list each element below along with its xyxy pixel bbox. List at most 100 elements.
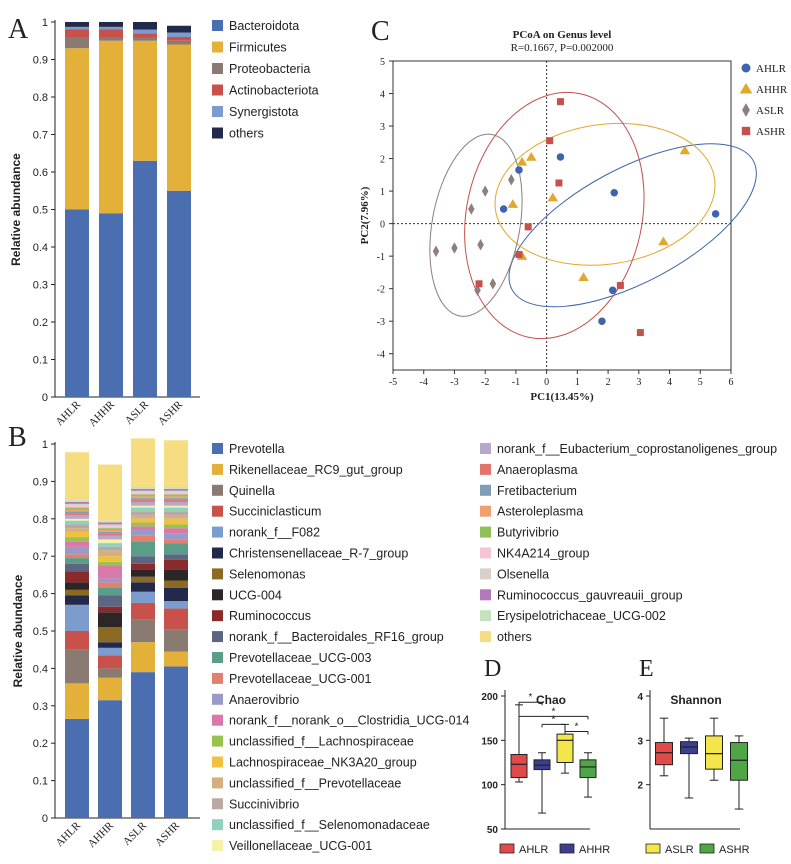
bar-segment-ahhr-succiniclasticum bbox=[98, 655, 122, 669]
legend-swatch-aslr bbox=[645, 843, 661, 854]
bar-segment-aslr-prevotellaceae-ucg-001 bbox=[131, 535, 155, 542]
bar-segment-ahhr-erysipelotrichaceae-ucg-002 bbox=[98, 520, 122, 523]
legend-label-norank-f-eubacterium-coprostanoligenes-group: norank_f__Eubacterium_coprostanoligenes_… bbox=[497, 442, 777, 456]
bar-segment-aslr-unclassified-f-prevotellaceae bbox=[131, 515, 155, 519]
bar-segment-ahhr-succinivibrio bbox=[98, 546, 122, 551]
legend-marker-ashr bbox=[741, 126, 751, 136]
legend-swatch-asteroleplasma bbox=[480, 505, 491, 517]
bar-segment-ahlr-ucg-004 bbox=[65, 582, 89, 590]
point-ashr-6 bbox=[475, 280, 483, 288]
bar-segment-ahhr-quinella bbox=[98, 668, 122, 678]
box-ahhr bbox=[680, 741, 698, 755]
confidence-ellipse-aslr bbox=[429, 133, 523, 317]
bar-segment-ashr-bacteroidota bbox=[167, 190, 191, 397]
legend-swatch-actinobacteriota bbox=[212, 84, 223, 96]
bar-segment-ahlr-norank-f-eubacterium-coprostanoligenes-group bbox=[65, 515, 89, 519]
y-tick-label: 0.6 bbox=[33, 167, 48, 179]
bar-segment-ashr-synergistota bbox=[167, 32, 191, 37]
bar-segment-ahhr-others bbox=[99, 22, 123, 27]
bar-segment-ashr-others bbox=[167, 25, 191, 33]
y-tick-label: 50 bbox=[487, 825, 499, 836]
bar-segment-aslr-veillonellaceae-ucg-001 bbox=[131, 505, 155, 508]
box-aslr bbox=[556, 733, 574, 763]
bar-segment-ahhr-olsenella bbox=[98, 524, 122, 527]
bar-segment-ashr-fretibacterium bbox=[164, 498, 188, 501]
point-ahhr-4 bbox=[547, 192, 559, 202]
y-tick-label: 0.4 bbox=[33, 663, 48, 675]
legend-swatch-bacteroidota bbox=[212, 20, 223, 31]
y-tick-label: 1 bbox=[42, 439, 48, 451]
bar-segment-ahhr-norank-f-f082 bbox=[98, 647, 122, 656]
point-aslr-8 bbox=[474, 284, 481, 297]
legend-label-asteroleplasma: Asteroleplasma bbox=[497, 505, 583, 519]
legend-label-olsenella: Olsenella bbox=[497, 567, 549, 581]
legend-swatch-selenomonas bbox=[212, 568, 223, 580]
bar-segment-aslr-butyrivibrio bbox=[131, 494, 155, 497]
legend-label-ashr: ASHR bbox=[756, 126, 786, 138]
legend-label-succinivibrio: Succinivibrio bbox=[229, 797, 299, 811]
legend-swatch-erysipelotrichaceae-ucg-002 bbox=[480, 610, 491, 622]
point-ahlr-7 bbox=[598, 317, 606, 325]
legend-swatch-prevotella bbox=[212, 443, 223, 454]
legend-label-norank-f-f082: norank_f__F082 bbox=[229, 526, 320, 540]
panel-a-phylum-chart: 0 0.1 0.2 0.3 0.4 0.5 0.6 0.7 0.8 0.9 1 Relative ab… bbox=[9, 17, 319, 429]
bar-segment-aslr-lachnospiraceae-nk3a20-group bbox=[131, 518, 155, 523]
point-aslr-6 bbox=[451, 242, 458, 254]
bar-segment-aslr-norank-f-f082 bbox=[131, 591, 155, 603]
legend-marker-ahlr bbox=[741, 63, 751, 73]
legend-swatch-rikenellaceae-rc9-gut-group bbox=[212, 463, 223, 475]
bar-segment-ahlr-unclassified-f-prevotellaceae bbox=[65, 528, 89, 532]
bar-segment-ahlr-olsenella bbox=[65, 503, 89, 506]
x-tick-label: -3 bbox=[450, 377, 458, 388]
bar-segment-ashr-olsenella bbox=[164, 490, 188, 493]
bar-segment-ahlr-ruminococcus-gauvreauii-group bbox=[65, 501, 89, 504]
legend-label-unclassified-f-prevotellaceae: unclassified_f__Prevotellaceae bbox=[229, 776, 401, 790]
legend-swatch-norank-f-f082 bbox=[212, 526, 223, 538]
x-tick-label: -2 bbox=[481, 377, 489, 388]
bar-segment-ahlr-synergistota bbox=[65, 26, 89, 30]
box-ahlr bbox=[655, 742, 673, 766]
bar-segment-ahlr-actinobacteriota bbox=[65, 29, 89, 37]
bar-segment-ahlr-bacteroidota bbox=[65, 209, 89, 397]
bar-segment-ashr-rikenellaceae-rc9-gut-group bbox=[164, 651, 188, 667]
bar-segment-aslr-anaerovibrio bbox=[131, 530, 155, 536]
confidence-ellipse-ahlr bbox=[508, 143, 757, 308]
legend-label-ahlr: AHLR bbox=[756, 63, 787, 75]
y-axis-label: Relative abundance bbox=[11, 574, 25, 687]
legend-label-firmicutes: Firmicutes bbox=[229, 41, 287, 55]
bar-segment-aslr-others bbox=[133, 22, 157, 30]
legend-swatch-succinivibrio bbox=[212, 798, 223, 810]
legend-label-others: others bbox=[229, 127, 264, 141]
y-tick-label: 100 bbox=[481, 781, 498, 792]
point-ahhr-8 bbox=[578, 272, 589, 282]
bar-segment-ashr-others bbox=[164, 440, 188, 488]
bar-segment-aslr-unclassified-f-lachnospiraceae bbox=[131, 522, 155, 527]
bar-segment-aslr-christensenellaceae-r-7-group bbox=[131, 582, 155, 592]
bar-segment-ahlr-selenomonas bbox=[65, 589, 89, 596]
legend-label-quinella: Quinella bbox=[229, 484, 275, 498]
legend-label-bacteroidota: Bacteroidota bbox=[229, 19, 299, 33]
bar-segment-ahlr-asteroleplasma bbox=[65, 509, 89, 512]
legend-swatch-norank-f-norank-o-clostridia-ucg-014 bbox=[212, 714, 223, 726]
bar-segment-ahlr-succinivibrio bbox=[65, 524, 89, 529]
legend-swatch-prevotellaceae-ucg-001 bbox=[212, 672, 223, 684]
x-tick-label: -1 bbox=[512, 377, 520, 388]
point-ahhr-1 bbox=[526, 151, 537, 161]
y-tick-label: -2 bbox=[377, 285, 385, 296]
legend-label-nk4a214-group: NK4A214_group bbox=[497, 547, 589, 561]
bar-segment-ahhr-unclassified-f-selenomonadaceae bbox=[98, 543, 122, 547]
bar-segment-ahhr-anaerovibrio bbox=[98, 578, 122, 583]
bar-segment-aslr-quinella bbox=[131, 619, 155, 643]
y-tick-label: 200 bbox=[481, 692, 498, 703]
point-ahhr-2 bbox=[516, 156, 528, 166]
bar-segment-ashr-prevotellaceae-ucg-003 bbox=[164, 543, 188, 555]
panel-letter-e: E bbox=[639, 656, 654, 682]
bar-segment-ahlr-norank-f-f082 bbox=[65, 604, 89, 631]
y-tick-label: 0.7 bbox=[33, 130, 48, 142]
bar-segment-aslr-ruminococcus-gauvreauii-group bbox=[131, 488, 155, 491]
legend-label-aslr: ASLR bbox=[756, 105, 785, 117]
bar-segment-ahlr-others bbox=[65, 22, 89, 27]
bar-segment-ahhr-nk4a214-group bbox=[98, 526, 122, 529]
bar-segment-ashr-ruminococcus-gauvreauii-group bbox=[164, 488, 188, 491]
bar-segment-aslr-fretibacterium bbox=[131, 498, 155, 501]
